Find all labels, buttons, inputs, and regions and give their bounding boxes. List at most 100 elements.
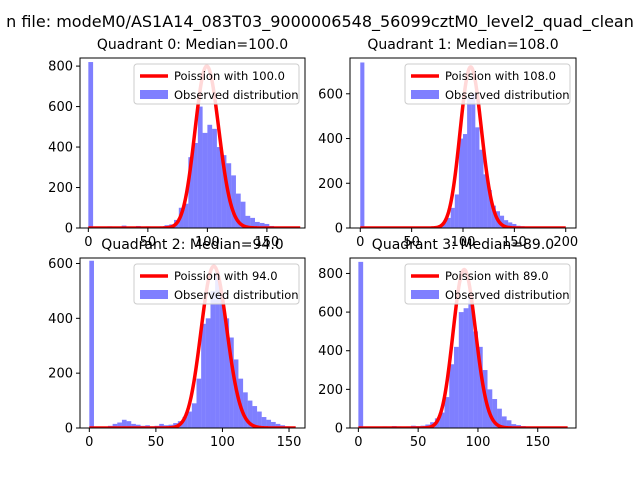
y-tick-label: 0 (335, 222, 343, 237)
hist-bar (444, 397, 450, 428)
hist-bar (207, 124, 213, 228)
hist-bar (196, 378, 202, 428)
subplot-title: Quadrant 3: Median=89.0 (372, 237, 554, 253)
hist-bar (463, 308, 469, 428)
hist-bar (458, 138, 463, 228)
hist-bar (492, 399, 498, 428)
hist-bar (255, 221, 260, 228)
legend-hist-label: Observed distribution (174, 288, 299, 302)
y-tick-label: 800 (318, 267, 343, 282)
hist-bar (187, 411, 192, 428)
hist-bar (224, 318, 230, 428)
hist-bar (454, 194, 459, 228)
y-tick-label: 800 (48, 60, 73, 75)
y-tick-label: 600 (48, 257, 73, 272)
hist-bar (182, 417, 188, 428)
legend-hist-label: Observed distribution (174, 88, 299, 102)
hist-bar (483, 174, 488, 228)
axes-frame (79, 57, 306, 229)
hist-bar (89, 260, 94, 428)
y-tick-label: 0 (335, 422, 343, 437)
hist-bar (442, 222, 447, 228)
subplot-quadrant-3: 0 50 100 150 0 200 400 600 800 Quadrant 3: Media… (318, 237, 577, 450)
hist-bar (247, 400, 253, 428)
hist-bar (275, 423, 281, 428)
x-tick-label: 50 (140, 235, 157, 250)
hist-bar (183, 203, 189, 228)
x-tick-label: 100 (195, 235, 220, 250)
hist-bar (508, 222, 513, 228)
hist-bar (257, 411, 262, 428)
hist-bar (250, 217, 255, 228)
legend: Poission with 108.0 Observed distribution (404, 63, 571, 105)
hist-bar (358, 261, 364, 428)
legend-fit-label: Poission with 89.0 (445, 269, 549, 283)
subplot-title: Quadrant 0: Median=100.0 (97, 37, 288, 53)
legend-hist-label: Observed distribution (445, 88, 570, 102)
y-tick-label: 400 (318, 132, 343, 147)
hist-bar (193, 143, 198, 228)
x-tick-label: 0 (356, 235, 364, 250)
hist-bar (229, 337, 234, 428)
hist-bar (88, 62, 94, 228)
hist-bar (197, 106, 203, 228)
x-tick-label: 50 (403, 235, 420, 250)
hist-bar (202, 132, 208, 228)
legend-fit-label: Poission with 94.0 (174, 269, 278, 283)
hist-bar (477, 346, 483, 428)
hist-bar (112, 423, 118, 428)
subplot-quadrant-1: 0 50 100 150 200 0 200 400 600 Quadrant 1: Media… (318, 37, 578, 250)
hist-bar (266, 419, 272, 428)
x-tick-label: 100 (466, 435, 491, 450)
x-tick-label: 150 (502, 235, 527, 250)
y-tick-label: 400 (48, 141, 73, 156)
hist-bar (511, 424, 517, 428)
hist-bar (121, 419, 127, 428)
hist-bar (475, 127, 480, 228)
subplot-quadrant-2: 0 50 100 150 0 200 400 600 Quadrant 2: Median=9… (48, 237, 306, 450)
hist-bar (231, 175, 236, 228)
hist-bar (205, 318, 211, 428)
subplot-title: Quadrant 2: Median=94.0 (101, 237, 283, 253)
hist-bar (471, 93, 476, 228)
subplot-quadrant-0: 0 50 100 150 0 200 400 600 800 Quadrant 0: Media… (48, 37, 306, 250)
legend-fit-label: Poission with 108.0 (445, 69, 556, 83)
figure-title: n file: modeM0/AS1A14_083T03_9000006548_… (6, 12, 634, 32)
hist-bar (491, 205, 496, 228)
hist-bar (506, 420, 512, 428)
hist-bar (235, 193, 241, 228)
x-tick-label: 0 (85, 435, 93, 450)
x-tick-label: 100 (210, 435, 235, 450)
poisson-fit-line (359, 65, 567, 228)
y-tick-label: 200 (48, 367, 73, 382)
legend-hist-label: Observed distribution (445, 288, 570, 302)
hist-bar (454, 346, 459, 428)
hist-bar (450, 207, 455, 228)
y-tick-label: 200 (318, 177, 343, 192)
legend: Poission with 94.0 Observed distribution (133, 263, 300, 305)
y-tick-label: 600 (318, 87, 343, 102)
hist-bar (212, 128, 217, 228)
hist-bar (210, 290, 216, 428)
x-tick-label: 0 (354, 435, 362, 450)
hist-bar (479, 149, 484, 228)
hist-bar (191, 403, 197, 428)
x-tick-label: 50 (410, 435, 427, 450)
x-tick-label: 0 (84, 235, 92, 250)
hist-bar (467, 98, 472, 228)
legend: Poission with 100.0 Observed distribution (133, 63, 300, 105)
x-tick-label: 150 (525, 435, 550, 450)
hist-bar (221, 155, 227, 228)
hist-bar (504, 220, 509, 228)
hist-bar (473, 331, 478, 428)
y-tick-label: 400 (48, 312, 73, 327)
y-tick-label: 200 (48, 181, 73, 196)
x-tick-label: 200 (553, 235, 578, 250)
x-tick-label: 50 (148, 435, 165, 450)
y-tick-label: 200 (318, 383, 343, 398)
legend-fit-label: Poission with 100.0 (174, 69, 285, 83)
hist-bar (159, 423, 164, 428)
hist-bar (188, 157, 194, 228)
hist-bar (215, 271, 220, 428)
